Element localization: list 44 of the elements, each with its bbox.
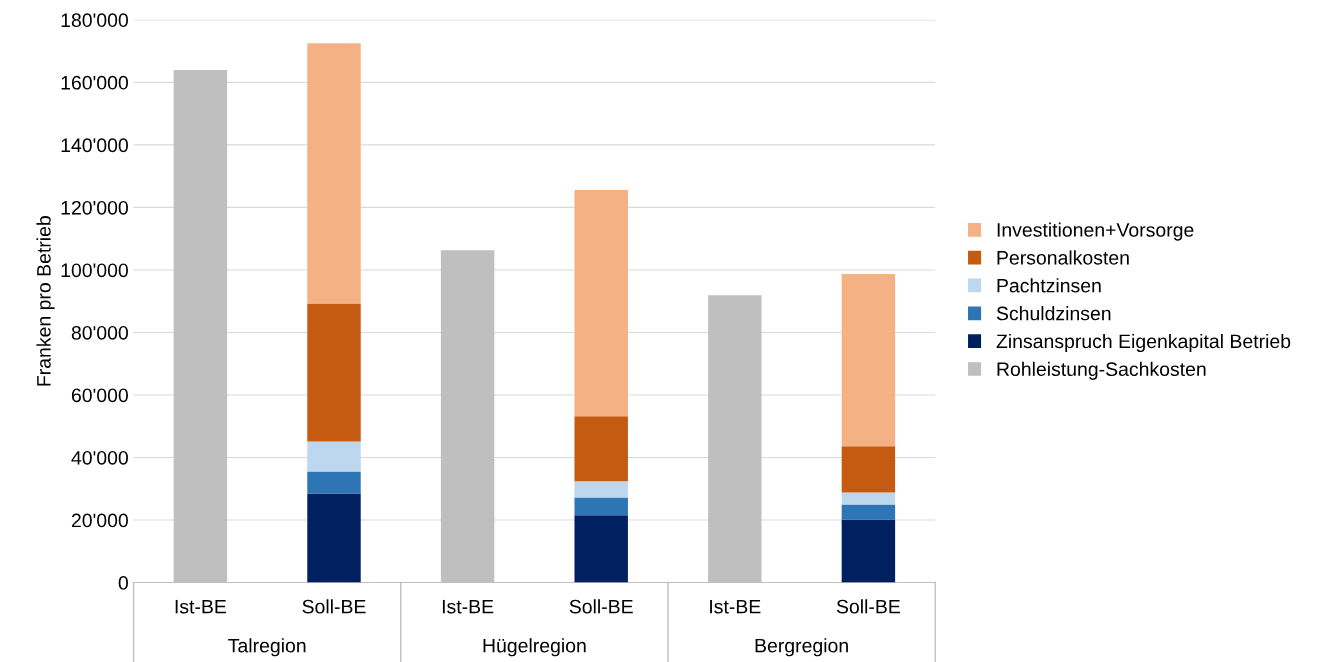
y-axis-title: Franken pro Betrieb: [36, 216, 55, 386]
legend-label: Zinsanspruch Eigenkapital Betrieb: [996, 333, 1291, 353]
bar: [574, 481, 628, 498]
bar: [307, 43, 361, 304]
legend-label: Pachtzinsen: [997, 278, 1101, 293]
bar: [440, 250, 495, 583]
bar: [841, 519, 896, 583]
x-tick-label: Ist-BE: [442, 599, 494, 614]
y-tick-label: 20'000: [71, 513, 128, 528]
y-tick-label: 100'000: [61, 263, 128, 278]
y-tick-label: 160'000: [61, 75, 128, 90]
y-tick-label: 40'000: [71, 450, 128, 465]
bar: [574, 416, 628, 482]
y-tick-label: 60'000: [71, 388, 128, 403]
y-tick-label: 140'000: [61, 138, 128, 153]
bar: [307, 303, 361, 442]
text: Talregion: [228, 638, 306, 657]
x-tick-label: Soll-BE: [569, 599, 633, 614]
bar: [307, 441, 361, 472]
legend-label: Schuldzinsen: [996, 306, 1111, 321]
y-tick-label: 80'000: [71, 325, 128, 340]
x-tick-label: Ist-BE: [175, 599, 227, 614]
bar: [841, 492, 896, 505]
x-tick-label: Soll-BE: [836, 599, 900, 614]
bar: [307, 493, 361, 583]
y-tick-label: 0: [118, 576, 128, 590]
text: Bergregion: [755, 638, 848, 657]
y-tick-label: 120'000: [61, 200, 128, 215]
bar: [841, 446, 896, 493]
legend-label: Rohleistung-Sachkosten: [997, 361, 1206, 380]
bar: [708, 295, 762, 583]
bar: [574, 497, 628, 516]
bar: [574, 515, 628, 583]
bar: [574, 189, 628, 417]
legend-label: Personalkosten: [997, 250, 1129, 265]
x-tick-label: Soll-BE: [302, 599, 366, 614]
bar: [841, 274, 896, 447]
x-tick-label: Ist-BE: [710, 599, 761, 614]
bar: [841, 504, 896, 520]
bar: [307, 471, 361, 494]
y-tick-label: 180'000: [61, 13, 128, 28]
legend-label: Investitionen+Vorsorge: [997, 222, 1194, 241]
text: Hügelregion: [483, 638, 586, 657]
bar: [173, 69, 228, 583]
